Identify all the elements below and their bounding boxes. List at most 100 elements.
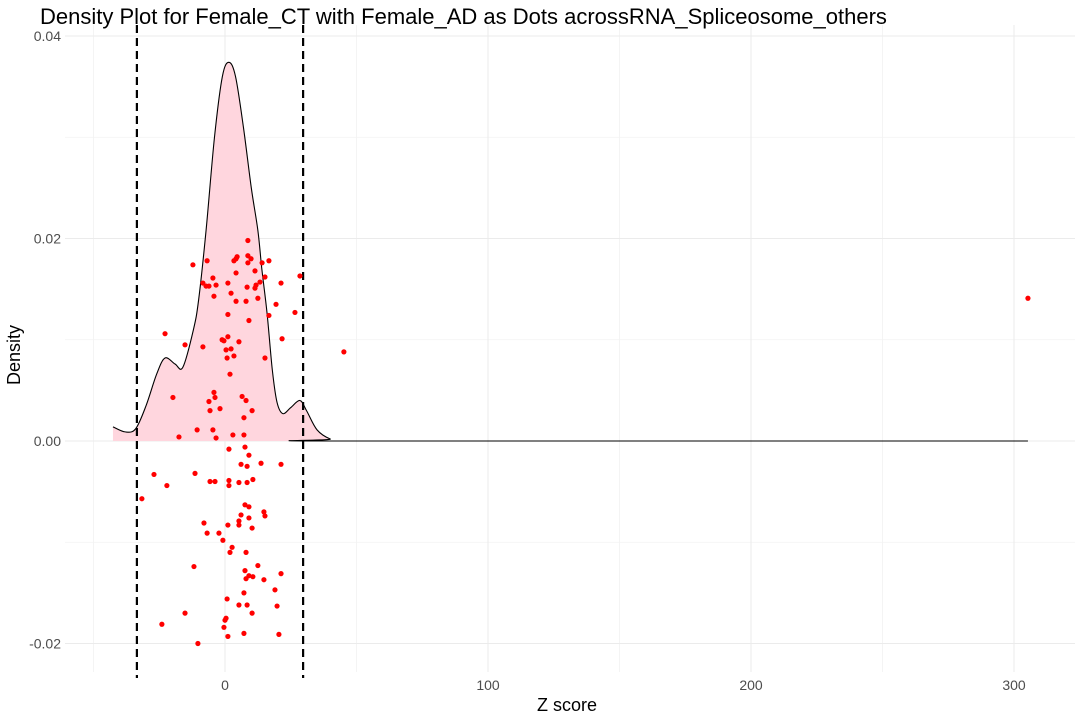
data-point <box>242 502 248 508</box>
data-point <box>243 298 249 304</box>
data-point <box>241 432 247 438</box>
data-point <box>250 574 256 580</box>
data-point <box>213 282 219 288</box>
data-point <box>266 258 272 264</box>
data-point <box>226 477 232 484</box>
data-point <box>217 406 223 412</box>
data-point <box>211 293 217 299</box>
data-point <box>272 587 278 593</box>
data-point <box>246 504 252 510</box>
data-point <box>278 571 284 577</box>
data-point <box>201 520 207 526</box>
data-point <box>262 355 268 361</box>
data-point <box>213 435 219 441</box>
data-point <box>204 530 210 536</box>
data-point <box>236 518 242 524</box>
data-point <box>259 260 265 266</box>
x-tick-label: 200 <box>739 677 763 693</box>
data-point <box>221 338 227 344</box>
data-point <box>231 353 237 359</box>
data-point <box>243 549 249 555</box>
x-tick-label: 300 <box>1002 677 1026 693</box>
data-point <box>255 295 261 301</box>
data-point <box>248 256 254 262</box>
data-point <box>190 262 196 268</box>
data-point <box>238 461 244 467</box>
data-point <box>244 463 250 469</box>
data-point <box>225 311 231 318</box>
points <box>139 237 1031 647</box>
y-tick-label: 0.02 <box>34 231 61 247</box>
data-point <box>297 273 303 279</box>
data-point <box>233 298 239 304</box>
data-point <box>249 408 255 414</box>
data-point <box>210 427 216 433</box>
data-point <box>222 617 228 623</box>
data-point <box>279 336 285 342</box>
tick-labels: 0 100 200 300 -0.02 0.00 0.02 0.04 <box>29 28 1026 693</box>
data-point <box>207 408 213 414</box>
data-point <box>211 389 217 395</box>
data-point <box>278 461 284 467</box>
data-point <box>261 509 267 515</box>
data-point <box>341 349 347 355</box>
data-point <box>231 258 237 264</box>
data-point <box>230 432 236 438</box>
data-point <box>246 452 252 458</box>
y-tick-label: 0.00 <box>34 433 61 449</box>
data-point <box>229 544 235 550</box>
y-tick-label: -0.02 <box>29 636 61 652</box>
data-point <box>220 537 226 543</box>
data-point <box>244 479 250 486</box>
data-point <box>239 393 245 400</box>
data-point <box>225 522 231 528</box>
data-point <box>164 482 170 489</box>
density-fill <box>112 62 1028 441</box>
data-point <box>236 522 242 528</box>
data-point <box>244 602 250 608</box>
data-point <box>227 371 233 377</box>
chart-title: Density Plot for Female_CT with Female_A… <box>40 4 887 29</box>
data-point <box>244 284 250 290</box>
data-point <box>182 342 188 348</box>
data-point <box>194 427 200 433</box>
x-tick-label: 0 <box>221 677 229 693</box>
data-point <box>223 347 229 353</box>
data-point <box>261 577 267 583</box>
data-point <box>258 460 264 466</box>
data-point <box>245 260 251 266</box>
data-point <box>195 640 201 647</box>
data-point <box>236 479 242 486</box>
data-point <box>216 530 222 536</box>
data-point <box>200 344 206 350</box>
data-point <box>159 621 165 627</box>
data-point <box>228 346 234 352</box>
x-axis-label: Z score <box>537 695 597 715</box>
data-point <box>225 280 231 286</box>
data-point <box>182 610 188 616</box>
data-point <box>212 394 218 401</box>
data-point <box>221 624 227 630</box>
data-point <box>170 394 176 401</box>
data-point <box>250 476 256 483</box>
data-point <box>245 237 251 244</box>
x-tick-label: 100 <box>476 677 500 693</box>
data-point <box>206 283 212 289</box>
data-point <box>224 596 230 602</box>
data-point <box>233 270 239 276</box>
data-point <box>266 312 272 319</box>
data-point <box>227 549 233 555</box>
data-point <box>249 525 255 531</box>
data-point <box>210 275 216 281</box>
data-point <box>228 290 234 296</box>
data-point <box>274 603 280 609</box>
data-point <box>236 602 242 608</box>
data-point <box>292 309 298 316</box>
data-point <box>162 331 168 337</box>
data-point <box>238 512 244 518</box>
data-point <box>139 496 145 502</box>
data-point <box>278 280 284 286</box>
data-point <box>257 279 263 285</box>
data-point <box>255 562 261 569</box>
